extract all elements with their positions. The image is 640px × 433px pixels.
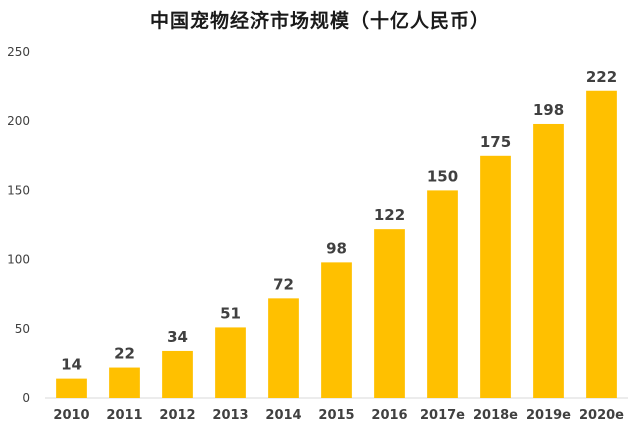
bar [480,155,511,398]
bar [586,90,617,398]
y-tick-label: 0 [22,391,30,405]
chart-title: 中国宠物经济市场规模（十亿人民币） [149,10,490,32]
y-tick-label: 100 [7,253,30,267]
data-label: 22 [114,345,135,363]
x-tick-label: 2011 [106,408,142,423]
x-tick-label: 2015 [318,408,354,423]
bar [56,378,87,398]
x-tick-label: 2014 [265,408,301,423]
x-tick-label: 2012 [159,408,195,423]
x-tick-label: 2017e [420,408,465,423]
data-label: 222 [586,68,617,86]
bar [321,262,352,398]
data-label: 14 [61,356,82,374]
bar [427,190,458,398]
x-tick-label: 2010 [53,408,89,423]
bar [109,367,140,398]
y-tick-label: 50 [15,322,30,336]
bar [162,350,193,398]
x-tick-label: 2018e [473,408,518,423]
data-label: 72 [273,275,294,293]
data-label: 122 [374,206,405,224]
data-label: 198 [533,101,564,119]
x-tick-label: 2016 [371,408,407,423]
bar [533,123,564,398]
y-tick-label: 150 [7,183,30,197]
x-tick-label: 2013 [212,408,248,423]
data-label: 34 [167,328,188,346]
data-label: 175 [480,133,511,151]
data-label: 98 [326,239,347,257]
bar [374,229,405,398]
x-tick-label: 2020e [579,408,624,423]
data-label: 51 [220,304,241,322]
y-tick-label: 200 [7,114,30,128]
bar [215,327,246,398]
data-label: 150 [427,167,458,185]
bar [268,298,299,398]
y-tick-label: 250 [7,45,30,59]
x-tick-label: 2019e [526,408,571,423]
